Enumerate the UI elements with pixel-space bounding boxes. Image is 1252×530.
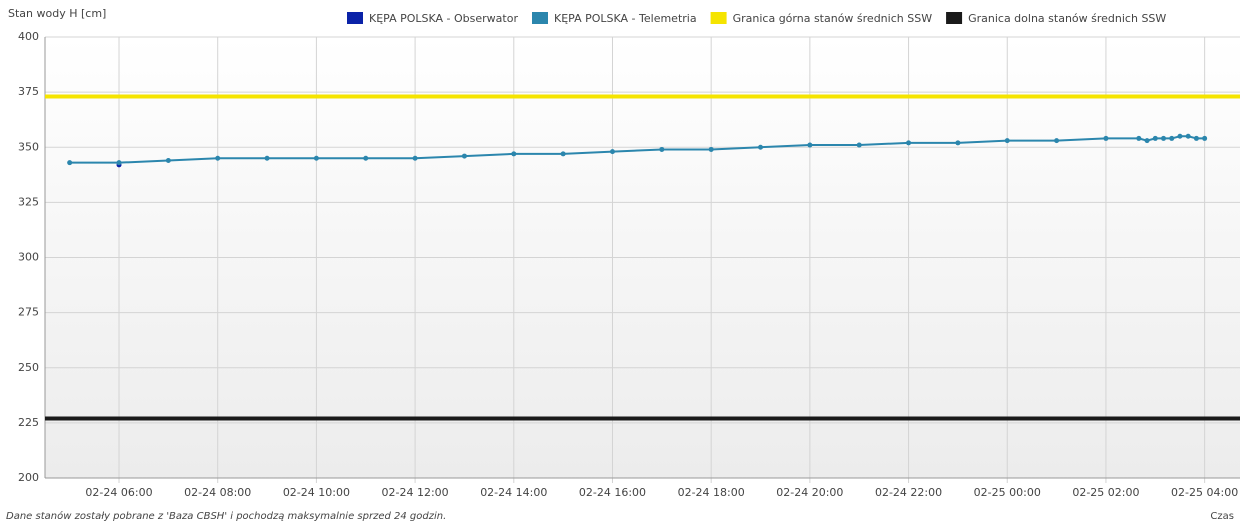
- point: [807, 142, 813, 148]
- point: [609, 149, 615, 155]
- footnote: Dane stanów zostały pobrane z 'Baza CBSH…: [6, 510, 446, 522]
- y-tick-label: 300: [18, 251, 39, 264]
- x-tick-label: 02-25 00:00: [974, 486, 1041, 499]
- point: [1103, 135, 1109, 141]
- x-tick-label: 02-24 16:00: [579, 486, 646, 499]
- y-tick-label: 350: [18, 140, 39, 153]
- point: [165, 157, 171, 163]
- x-tick-label: 02-24 18:00: [678, 486, 745, 499]
- point: [1177, 133, 1183, 139]
- point: [1193, 135, 1199, 141]
- point: [906, 140, 912, 146]
- point: [313, 155, 319, 161]
- y-tick-label: 400: [18, 30, 39, 43]
- legend-swatch: [710, 12, 727, 24]
- point: [955, 140, 961, 146]
- y-tick-label: 275: [18, 306, 39, 319]
- x-tick-label: 02-24 22:00: [875, 486, 942, 499]
- point: [1161, 135, 1167, 141]
- point: [461, 153, 467, 159]
- x-tick-label: 02-24 14:00: [480, 486, 547, 499]
- point: [708, 146, 714, 152]
- x-tick-label: 02-25 04:00: [1171, 486, 1238, 499]
- point: [264, 155, 270, 161]
- y-tick-label: 325: [18, 195, 39, 208]
- point: [1054, 138, 1060, 144]
- point: [560, 151, 566, 157]
- legend-swatch: [532, 12, 548, 24]
- legend-label: Granica dolna stanów średnich SSW: [968, 12, 1166, 25]
- x-tick-label: 02-24 10:00: [283, 486, 350, 499]
- point: [856, 142, 862, 148]
- point: [1004, 138, 1010, 144]
- y-tick-label: 250: [18, 361, 39, 374]
- y-tick-label: 200: [18, 471, 39, 484]
- x-tick-label: 02-24 08:00: [184, 486, 251, 499]
- point: [412, 155, 418, 161]
- x-axis-label: Czas: [1210, 511, 1234, 522]
- legend-swatch: [347, 12, 363, 24]
- x-tick-label: 02-24 12:00: [382, 486, 449, 499]
- x-tick-label: 02-24 20:00: [776, 486, 843, 499]
- legend-label: KĘPA POLSKA - Obserwator: [369, 12, 518, 25]
- point: [1169, 135, 1175, 141]
- point: [363, 155, 369, 161]
- point: [1202, 135, 1208, 141]
- point: [1152, 135, 1158, 141]
- point: [1185, 133, 1191, 139]
- point: [116, 160, 122, 166]
- y-tick-label: 225: [18, 416, 39, 429]
- x-tick-label: 02-25 02:00: [1072, 486, 1139, 499]
- point: [511, 151, 517, 157]
- point: [1144, 138, 1150, 144]
- point: [215, 155, 221, 161]
- legend-label: KĘPA POLSKA - Telemetria: [554, 12, 697, 25]
- point: [758, 144, 764, 150]
- point: [67, 160, 73, 166]
- legend-swatch: [946, 12, 963, 24]
- y-axis-label: Stan wody H [cm]: [8, 7, 106, 20]
- x-tick-label: 02-24 06:00: [85, 486, 152, 499]
- legend-label: Granica górna stanów średnich SSW: [733, 12, 933, 25]
- point: [659, 146, 665, 152]
- point: [1136, 135, 1142, 141]
- y-tick-label: 375: [18, 85, 39, 98]
